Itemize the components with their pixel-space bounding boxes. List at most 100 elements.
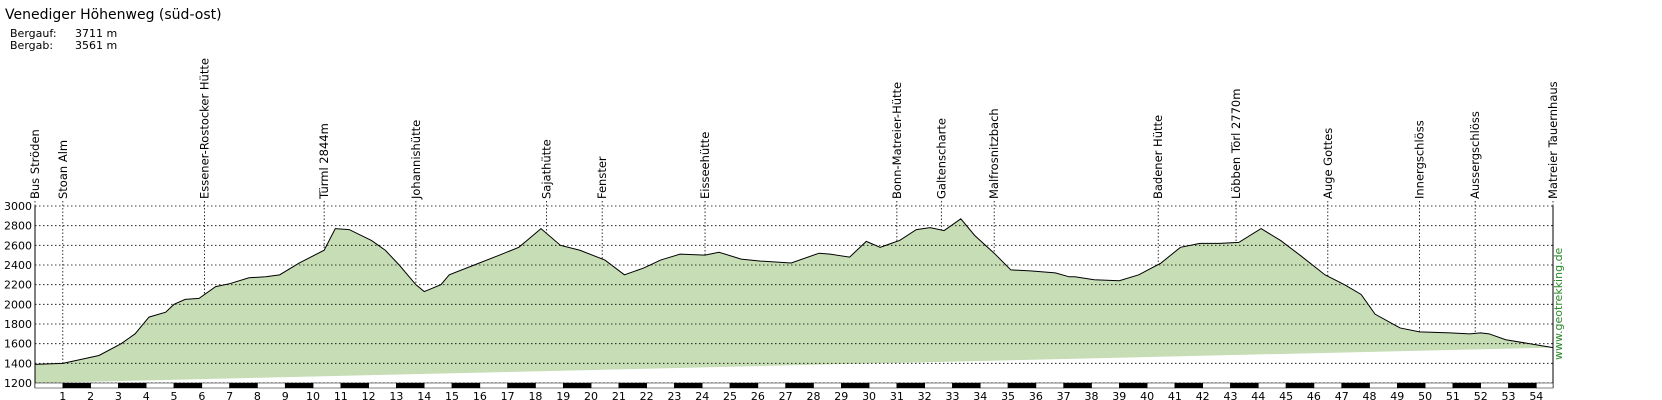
x-tick-label: 9 xyxy=(282,390,289,400)
km-bar xyxy=(1035,382,1064,389)
x-tick-label: 11 xyxy=(334,390,348,400)
km-bar xyxy=(785,382,814,389)
km-bar xyxy=(507,382,536,389)
waypoint-label: Malfrosnitzbach xyxy=(987,108,1001,199)
waypoint-label: Innergschlöss xyxy=(1413,120,1427,199)
x-tick-label: 1 xyxy=(59,390,66,400)
km-bar xyxy=(646,382,675,389)
x-tick-label: 26 xyxy=(751,390,765,400)
x-tick-label: 44 xyxy=(1251,390,1265,400)
y-tick-label: 1600 xyxy=(4,338,32,351)
x-tick-label: 38 xyxy=(1084,390,1098,400)
km-bar xyxy=(1424,382,1454,389)
y-tick-label: 2200 xyxy=(4,279,32,292)
km-bar xyxy=(1202,382,1231,389)
km-bar xyxy=(1508,382,1537,389)
km-bar xyxy=(34,382,64,389)
x-tick-label: 45 xyxy=(1279,390,1293,400)
x-tick-label: 48 xyxy=(1363,390,1377,400)
km-bar xyxy=(1285,382,1315,389)
stat-label: Bergauf: xyxy=(10,27,57,40)
waypoint-label: Matreier Tauernhaus xyxy=(1546,81,1560,199)
x-tick-label: 25 xyxy=(723,390,737,400)
km-bar xyxy=(952,382,981,389)
km-bar xyxy=(618,382,647,389)
waypoint-label: Türml 2844m xyxy=(317,123,331,200)
km-bar xyxy=(201,382,230,389)
waypoint-label: Bus Ströden xyxy=(28,129,42,199)
km-bar xyxy=(1341,382,1370,389)
x-tick-label: 51 xyxy=(1446,390,1460,400)
km-bar xyxy=(62,382,91,389)
km-bar xyxy=(1536,382,1554,389)
x-tick-label: 17 xyxy=(501,390,515,400)
y-tick-label: 2600 xyxy=(4,239,32,252)
x-tick-label: 37 xyxy=(1057,390,1071,400)
x-tick-label: 47 xyxy=(1335,390,1349,400)
x-tick-label: 7 xyxy=(226,390,233,400)
km-bar xyxy=(284,382,314,389)
x-tick-label: 29 xyxy=(834,390,848,400)
km-bar xyxy=(1258,382,1287,389)
x-tick-label: 50 xyxy=(1418,390,1432,400)
x-tick-label: 42 xyxy=(1196,390,1210,400)
km-bar xyxy=(1452,382,1481,389)
km-bar xyxy=(924,382,953,389)
x-tick-label: 54 xyxy=(1529,390,1543,400)
km-bar xyxy=(1313,382,1342,389)
km-bar xyxy=(896,382,925,389)
km-bar xyxy=(396,382,425,389)
x-tick-label: 22 xyxy=(640,390,654,400)
x-tick-label: 43 xyxy=(1223,390,1237,400)
y-tick-label: 1800 xyxy=(4,318,32,331)
km-bar xyxy=(1369,382,1398,389)
x-tick-label: 30 xyxy=(862,390,876,400)
x-tick-label: 34 xyxy=(973,390,987,400)
waypoint-label: Essener-Rostocker Hütte xyxy=(198,58,212,199)
km-bar xyxy=(90,382,119,389)
x-tick-label: 15 xyxy=(445,390,459,400)
y-tick-label: 3000 xyxy=(4,200,32,213)
km-bar xyxy=(451,382,481,389)
x-tick-label: 53 xyxy=(1502,390,1516,400)
x-tick-label: 33 xyxy=(945,390,959,400)
km-bar xyxy=(674,382,703,389)
x-tick-label: 21 xyxy=(612,390,626,400)
waypoint-label: Galtenscharte xyxy=(934,118,948,199)
y-tick-label: 1400 xyxy=(4,357,32,370)
x-tick-label: 40 xyxy=(1140,390,1154,400)
x-tick-label: 20 xyxy=(584,390,598,400)
km-bar xyxy=(590,382,620,389)
waypoint-label: Badener Hütte xyxy=(1151,115,1165,199)
profile-line xyxy=(34,218,1554,365)
x-tick-label: 31 xyxy=(890,390,904,400)
km-bar xyxy=(312,382,342,389)
km-bar xyxy=(535,382,564,389)
x-tick-label: 36 xyxy=(1029,390,1043,400)
x-tick-label: 16 xyxy=(473,390,487,400)
credit: www.geotrekking.de xyxy=(1552,247,1565,360)
area-fill xyxy=(35,218,1553,383)
km-bar xyxy=(1007,382,1037,389)
km-bar xyxy=(423,382,453,389)
x-tick-label: 49 xyxy=(1390,390,1404,400)
x-tick-label: 46 xyxy=(1307,390,1321,400)
km-bar xyxy=(1230,382,1259,389)
km-bar xyxy=(980,382,1009,389)
x-tick-label: 35 xyxy=(1001,390,1015,400)
km-bar xyxy=(118,382,147,389)
waypoint-label: Sajathütte xyxy=(540,139,554,199)
x-tick-label: 13 xyxy=(389,390,403,400)
km-bar xyxy=(257,382,286,389)
x-tick-label: 52 xyxy=(1474,390,1488,400)
km-bar xyxy=(729,382,759,389)
km-bar xyxy=(562,382,592,389)
x-tick-label: 8 xyxy=(254,390,261,400)
y-tick-label: 2800 xyxy=(4,220,32,233)
km-bar xyxy=(841,382,870,389)
x-tick-label: 39 xyxy=(1112,390,1126,400)
x-tick-label: 3 xyxy=(115,390,122,400)
waypoint-label: Löbben Törl 2770m xyxy=(1229,89,1243,199)
km-bar xyxy=(340,382,369,389)
